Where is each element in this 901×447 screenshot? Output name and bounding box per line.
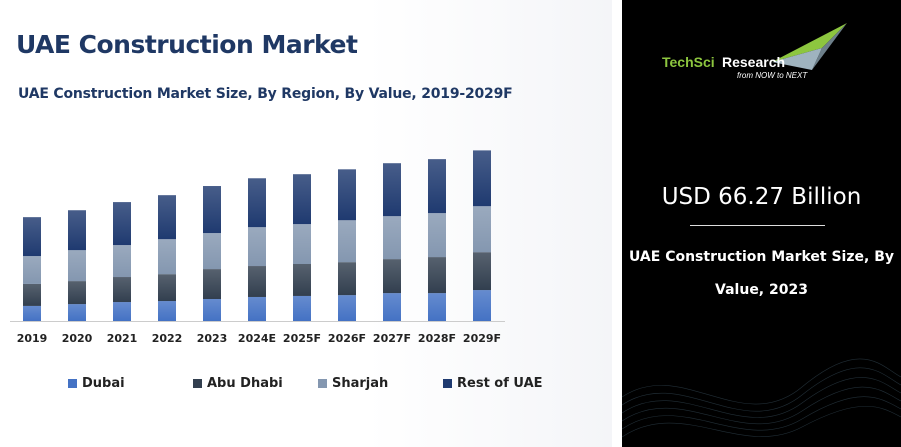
legend-label: Sharjah [332, 376, 389, 391]
bar-shading [68, 210, 86, 251]
bar-shading [68, 281, 86, 305]
svg-text:TechSci: TechSci [662, 54, 715, 70]
bar-shading [473, 150, 491, 207]
legend-swatch [318, 379, 327, 388]
chart-subtitle: UAE Construction Market Size, By Region,… [18, 86, 513, 102]
bar-shading [248, 296, 266, 321]
bar-shading [293, 264, 311, 296]
bar-shading [68, 250, 86, 282]
bar-shading [203, 186, 221, 234]
bar-shading [293, 224, 311, 264]
market-value: USD 66.27 Billion [661, 184, 862, 210]
bar-shading [158, 274, 176, 302]
bar-shading [113, 277, 131, 303]
legend-item: Sharjah [318, 376, 443, 391]
bar-shading [338, 295, 356, 321]
x-tick-label: 2027F [373, 332, 411, 345]
bar-shading [428, 257, 446, 294]
page-title: UAE Construction Market [16, 30, 358, 59]
bar-shading [473, 206, 491, 253]
legend-label: Rest of UAE [457, 376, 543, 391]
market-description-year: Value, 2023 [715, 282, 808, 298]
legend-label: Abu Dhabi [207, 376, 283, 391]
bar-shading [428, 159, 446, 214]
bar-shading [23, 256, 41, 284]
x-tick-label: 2023 [197, 332, 228, 345]
legend-item: Dubai [68, 376, 193, 391]
bar-shading [473, 252, 491, 291]
bar-shading [23, 217, 41, 257]
x-tick-label: 2022 [152, 332, 183, 345]
x-tick-label: 2021 [107, 332, 138, 345]
x-tick-label: 2026F [328, 332, 366, 345]
bar-shading [203, 269, 221, 300]
bar-shading [23, 305, 41, 321]
legend-swatch [68, 379, 77, 388]
bar-shading [203, 233, 221, 270]
bar-shading [338, 169, 356, 221]
x-tick-label: 2019 [17, 332, 48, 345]
bar-shading [383, 163, 401, 217]
bar-shading [158, 195, 176, 240]
market-description: UAE Construction Market Size, By [628, 249, 894, 265]
bar-shading [203, 299, 221, 321]
x-tick-label: 2020 [62, 332, 93, 345]
legend: Dubai Abu Dhabi Sharjah Rest of UAE [68, 376, 568, 391]
bar-shading [113, 202, 131, 246]
bar-shading [338, 220, 356, 263]
techsci-research-logo: TechSci Research from NOW to NEXT [662, 23, 847, 80]
bar-shading [473, 290, 491, 321]
bar-shading [428, 293, 446, 321]
divider [690, 225, 825, 226]
x-tick-label: 2028F [418, 332, 456, 345]
svg-text:from NOW to NEXT: from NOW to NEXT [737, 71, 808, 80]
legend-item: Rest of UAE [443, 376, 568, 391]
bar-shading [293, 295, 311, 321]
bar-shading [158, 301, 176, 321]
legend-label: Dubai [82, 376, 125, 391]
bar-shading [248, 266, 266, 297]
summary-panel: TechSci Research from NOW to NEXT USD 66… [622, 0, 901, 447]
x-tick-label: 2025F [283, 332, 321, 345]
legend-swatch [443, 379, 452, 388]
stacked-bar-chart: 2019 2020 2021 2022 2023 2024E 2025F 2026F 2027F… [10, 150, 505, 345]
svg-text:Research: Research [722, 54, 785, 70]
x-tick-label: 2029F [463, 332, 501, 345]
bar-shading [68, 304, 86, 321]
bar-shading [338, 262, 356, 296]
bar-shading [248, 227, 266, 267]
legend-swatch [193, 379, 202, 388]
bar-shading [428, 213, 446, 258]
bar-shading [113, 302, 131, 321]
bar-shading [23, 283, 41, 306]
bar-shading [113, 245, 131, 278]
x-tick-label: 2024E [238, 332, 276, 345]
legend-item: Abu Dhabi [193, 376, 318, 391]
bar-shading [383, 216, 401, 260]
wave-background-graphic [622, 358, 901, 438]
bar-shading [293, 174, 311, 225]
bar-shading [158, 239, 176, 275]
bar-shading [248, 178, 266, 228]
bar-shading [383, 259, 401, 294]
bar-shading [383, 293, 401, 321]
